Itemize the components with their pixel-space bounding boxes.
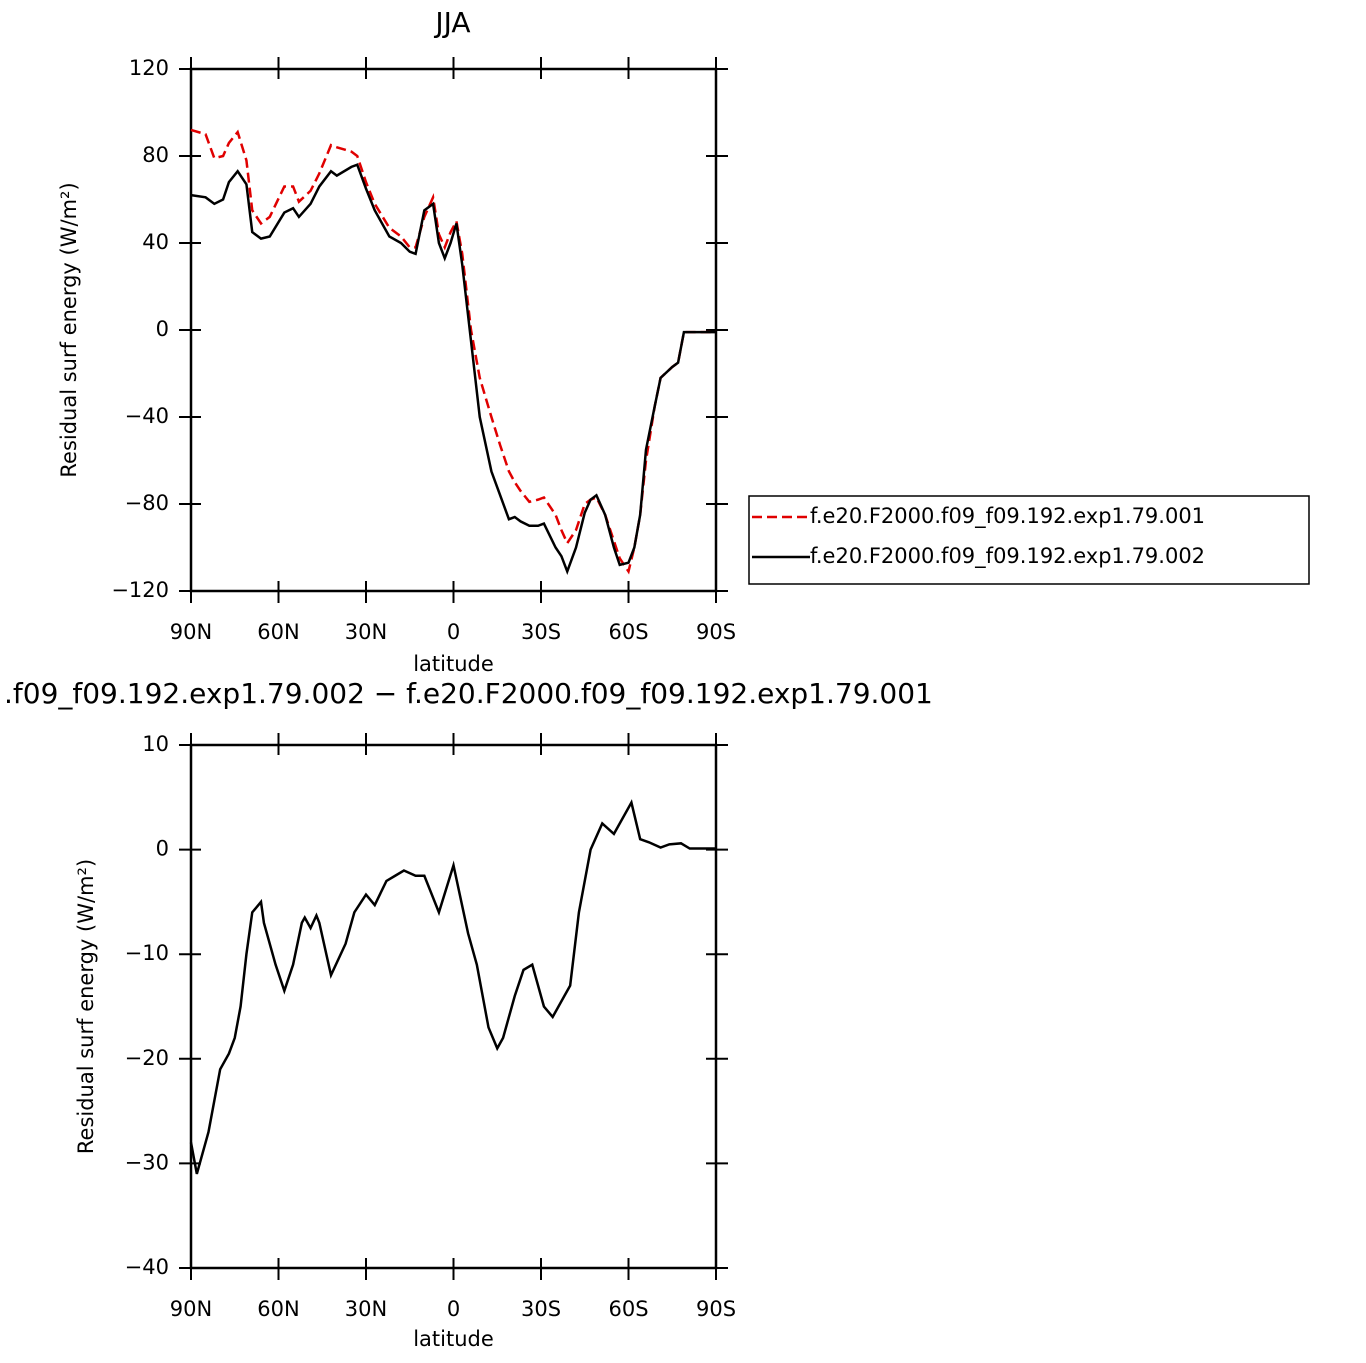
y-axis-label: Residual surf energy (W/m²) — [57, 182, 81, 477]
legend-label: f.e20.F2000.f09_f09.192.exp1.79.001 — [810, 504, 1205, 529]
legend-box — [748, 495, 1310, 585]
y-tick-label: −120 — [111, 578, 169, 602]
x-tick-label: 0 — [447, 620, 460, 644]
y-tick-label: −30 — [125, 1150, 169, 1174]
x-tick-label: 60N — [257, 1297, 299, 1321]
y-tick-label: 10 — [142, 732, 169, 756]
data-line — [190, 128, 716, 575]
x-tick-label: 90S — [696, 1297, 736, 1321]
y-tick-label: 0 — [156, 317, 169, 341]
x-tick-label: 30N — [345, 1297, 387, 1321]
plot-frame — [189, 67, 718, 593]
y-tick-label: 0 — [156, 837, 169, 861]
chart-title: JJA — [433, 6, 470, 39]
x-tick-label: 90N — [170, 1297, 212, 1321]
x-axis-label: latitude — [413, 652, 494, 676]
y-tick-label: 40 — [142, 230, 169, 254]
x-tick-label: 30S — [521, 620, 561, 644]
x-tick-label: 0 — [447, 1297, 460, 1321]
x-tick-label: 60S — [608, 620, 648, 644]
x-tick-label: 90N — [170, 620, 212, 644]
y-tick-label: 120 — [129, 56, 169, 80]
x-tick-label: 90S — [696, 620, 736, 644]
y-tick-label: −40 — [125, 1255, 169, 1279]
y-tick-label: −10 — [125, 941, 169, 965]
y-axis-label: Residual surf energy (W/m²) — [74, 859, 98, 1154]
y-tick-label: −20 — [125, 1046, 169, 1070]
x-tick-label: 30S — [521, 1297, 561, 1321]
y-tick-label: −40 — [125, 404, 169, 428]
y-tick-label: −80 — [125, 491, 169, 515]
data-line — [189, 799, 716, 1175]
chart-title: .f09_f09.192.exp1.79.002 − f.e20.F2000.f… — [4, 677, 933, 710]
x-tick-label: 60S — [608, 1297, 648, 1321]
x-tick-label: 30N — [345, 620, 387, 644]
plot-frame — [189, 743, 718, 1270]
y-tick-label: 80 — [142, 143, 169, 167]
x-tick-label: 60N — [257, 620, 299, 644]
data-line — [190, 163, 716, 575]
legend-label: f.e20.F2000.f09_f09.192.exp1.79.002 — [810, 544, 1205, 569]
x-axis-label: latitude — [413, 1327, 494, 1351]
